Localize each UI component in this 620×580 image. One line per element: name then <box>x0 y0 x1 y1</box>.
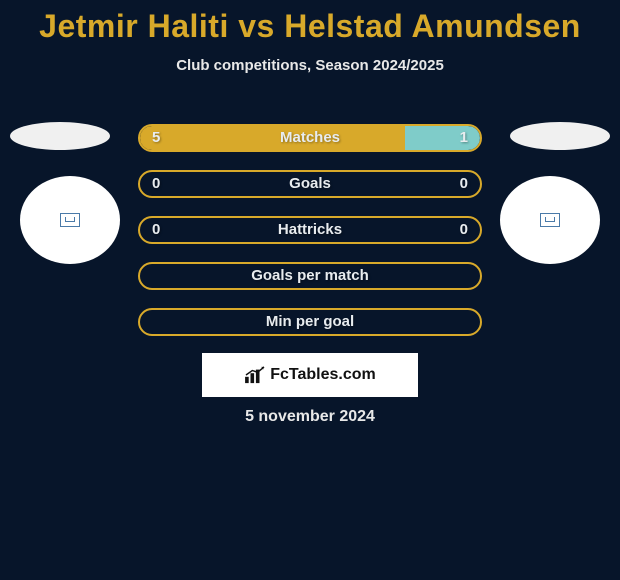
stat-label: Goals per match <box>140 264 480 288</box>
stat-value-right: 0 <box>460 172 468 196</box>
stat-row-matches: Matches5 1 <box>138 124 482 152</box>
comparison-bars: Matches51Goals00Hattricks00Goals per mat… <box>138 124 482 354</box>
player2-flag <box>510 122 610 150</box>
stat-value-left: 0 <box>152 172 160 196</box>
stat-row-min-per-goal: Min per goal <box>138 308 482 336</box>
stat-label: Hattricks <box>140 218 480 242</box>
stat-row-hattricks: Hattricks0 0 <box>138 216 482 244</box>
stat-row-goals-per-match: Goals per match <box>138 262 482 290</box>
player2-club-crest <box>500 176 600 264</box>
player1-club-crest <box>20 176 120 264</box>
player1-flag <box>10 122 110 150</box>
stat-row-goals: Goals0 0 <box>138 170 482 198</box>
stat-label: Min per goal <box>140 310 480 334</box>
chart-logo-icon <box>244 366 266 384</box>
stat-value-right: 1 <box>460 126 468 150</box>
stat-value-right: 0 <box>460 218 468 242</box>
stat-value-left: 5 <box>152 126 160 150</box>
subtitle: Club competitions, Season 2024/2025 <box>0 57 620 74</box>
stat-value-left: 0 <box>152 218 160 242</box>
stat-label: Goals <box>140 172 480 196</box>
page-title: Jetmir Haliti vs Helstad Amundsen <box>0 0 620 45</box>
attribution-badge: FcTables.com <box>202 353 418 397</box>
snapshot-date: 5 november 2024 <box>0 408 620 426</box>
crest-placeholder-icon <box>60 213 80 227</box>
attribution-text: FcTables.com <box>270 366 376 384</box>
stat-label: Matches <box>140 126 480 150</box>
crest-placeholder-icon <box>540 213 560 227</box>
